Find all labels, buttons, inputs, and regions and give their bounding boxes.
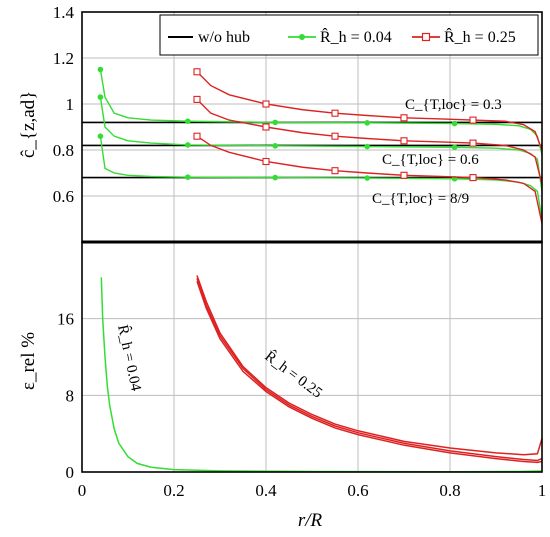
legend-marker-rh025 xyxy=(421,32,431,42)
x-axis-label: r/R xyxy=(298,510,323,531)
top-marker-s2-c1-4 xyxy=(469,139,477,147)
top-marker-s1-c0-0 xyxy=(97,66,104,73)
top-marker-s1-c0-2 xyxy=(272,119,279,126)
bottom-y-tick-1: 8 xyxy=(66,386,75,405)
top-marker-s2-c2-3 xyxy=(400,171,408,179)
top-series-1-curve-0 xyxy=(99,69,543,155)
top-marker-s1-c2-0 xyxy=(97,133,104,139)
x-tick-2: 0.4 xyxy=(255,481,277,500)
annotation-ct-89: C_{T,loc} = 8/9 xyxy=(372,191,469,207)
top-y-tick-1: 0.8 xyxy=(53,141,74,160)
x-tick-4: 0.8 xyxy=(439,481,460,500)
annotation-ct-03: C_{T,loc} = 0.3 xyxy=(405,97,502,113)
top-marker-s2-c1-1 xyxy=(262,123,270,131)
top-series-2-curve-1 xyxy=(196,98,543,185)
legend-label-no-hub: w/o hub xyxy=(198,29,250,46)
top-panel-series xyxy=(82,66,543,224)
top-marker-s1-c0-1 xyxy=(185,118,191,125)
bottom-y-tick-2: 16 xyxy=(57,310,74,329)
top-marker-s1-c2-2 xyxy=(272,174,279,181)
top-series-1-curve-2 xyxy=(99,136,543,220)
x-tick-3: 0.6 xyxy=(347,481,368,500)
top-y-tick-4: 1.4 xyxy=(53,3,75,22)
top-marker-s2-c1-3 xyxy=(400,137,408,145)
top-marker-s2-c0-3 xyxy=(400,114,408,122)
top-marker-s2-c0-4 xyxy=(469,116,477,124)
legend: w/o hub R̂_h = 0.04 R̂_h = 0.25 xyxy=(159,14,539,56)
top-marker-s2-c0-2 xyxy=(331,109,339,117)
legend-label-rh004: R̂_h = 0.04 xyxy=(320,27,392,46)
top-marker-s2-c0-0 xyxy=(193,68,201,76)
bottom-panel-frame xyxy=(81,241,543,473)
top-y-tick-2: 1 xyxy=(66,95,75,114)
bottom-y-tick-0: 0 xyxy=(66,463,75,482)
top-marker-s2-c2-1 xyxy=(262,157,270,166)
top-marker-s1-c0-4 xyxy=(451,120,458,127)
top-y-tick-3: 1.2 xyxy=(53,49,74,68)
top-marker-s1-c2-3 xyxy=(364,175,371,181)
top-marker-s1-c0-3 xyxy=(364,120,371,126)
bottom-series-1-curve-2 xyxy=(196,281,543,464)
top-marker-s2-c1-2 xyxy=(331,132,339,140)
bottom-series-1-curve-1 xyxy=(196,278,543,462)
bottom-y-axis-label: ε_rel % xyxy=(18,332,39,390)
x-tick-0: 0 xyxy=(78,481,87,500)
annotation-ct-06: C_{T,loc} = 0.6 xyxy=(382,152,479,168)
top-marker-s2-c0-1 xyxy=(262,100,270,108)
x-tick-1: 0.2 xyxy=(163,481,184,500)
top-marker-s2-c2-4 xyxy=(469,174,477,182)
top-marker-s1-c1-2 xyxy=(272,143,279,149)
top-y-axis-label: ĉ_{z,ad} xyxy=(18,91,39,158)
bottom-panel-series xyxy=(100,275,543,473)
top-marker-s2-c1-0 xyxy=(193,95,201,103)
top-marker-s1-c2-1 xyxy=(185,174,191,180)
top-marker-s2-c2-2 xyxy=(331,167,339,175)
top-marker-s2-c2-0 xyxy=(193,132,201,140)
annotation-rh004: R̂_h = 0.04 xyxy=(114,323,145,393)
top-marker-s1-c1-1 xyxy=(185,142,191,148)
top-y-tick-0: 0.6 xyxy=(53,187,74,206)
bottom-panel-grid xyxy=(82,242,542,472)
top-marker-s1-c1-0 xyxy=(97,94,104,100)
legend-box xyxy=(159,14,539,56)
top-marker-s1-c1-4 xyxy=(451,144,458,151)
x-tick-5: 1 xyxy=(538,481,547,500)
legend-label-rh025: R̂_h = 0.25 xyxy=(444,27,516,46)
tick-labels: 0.6 0.8 1 1.2 1.4 0 8 16 0 0.2 0.4 0.6 0.8 1 xyxy=(53,3,547,500)
legend-marker-rh004 xyxy=(299,34,305,40)
bottom-series-1-curve-0 xyxy=(196,275,543,456)
top-series-2-curve-0 xyxy=(196,71,543,151)
top-marker-s1-c1-3 xyxy=(364,143,371,150)
top-series-2-curve-2 xyxy=(196,135,543,224)
bottom-series-0-curve-0 xyxy=(100,277,543,473)
